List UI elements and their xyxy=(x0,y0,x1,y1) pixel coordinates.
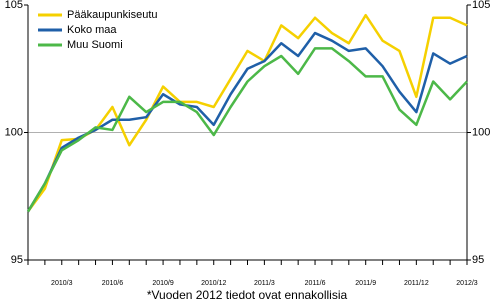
y-tick-label: 100 xyxy=(5,126,23,138)
x-tick-label: 2011/12 xyxy=(404,280,429,287)
y-tick-label: 95 xyxy=(11,254,23,266)
legend-label: Muu Suomi xyxy=(67,39,123,51)
legend-label: Koko maa xyxy=(67,24,117,36)
y2-tick-label: 100 xyxy=(472,126,490,138)
x-tick-label: 2011/6 xyxy=(305,280,326,287)
legend-label: Pääkaupunkiseutu xyxy=(67,9,158,21)
x-tick-label: 2010/6 xyxy=(102,280,124,287)
x-tick-label: 2010/9 xyxy=(152,280,174,287)
x-tick-label: 2011/9 xyxy=(355,280,376,287)
x-tick-label: 2011/3 xyxy=(254,280,275,287)
y2-tick-label: 105 xyxy=(472,0,490,11)
x-tick-label: 2010/12 xyxy=(201,280,226,287)
y-tick-label: 105 xyxy=(5,0,23,11)
series-line xyxy=(26,31,468,213)
x-tick-label: 2010/3 xyxy=(51,280,73,287)
y2-tick-label: 95 xyxy=(472,254,484,266)
x-tick-label: 2012/3 xyxy=(456,280,478,287)
series-line xyxy=(26,47,468,213)
footnote: *Vuoden 2012 tiedot ovat ennakollisia xyxy=(147,288,348,302)
series-line xyxy=(26,13,468,213)
